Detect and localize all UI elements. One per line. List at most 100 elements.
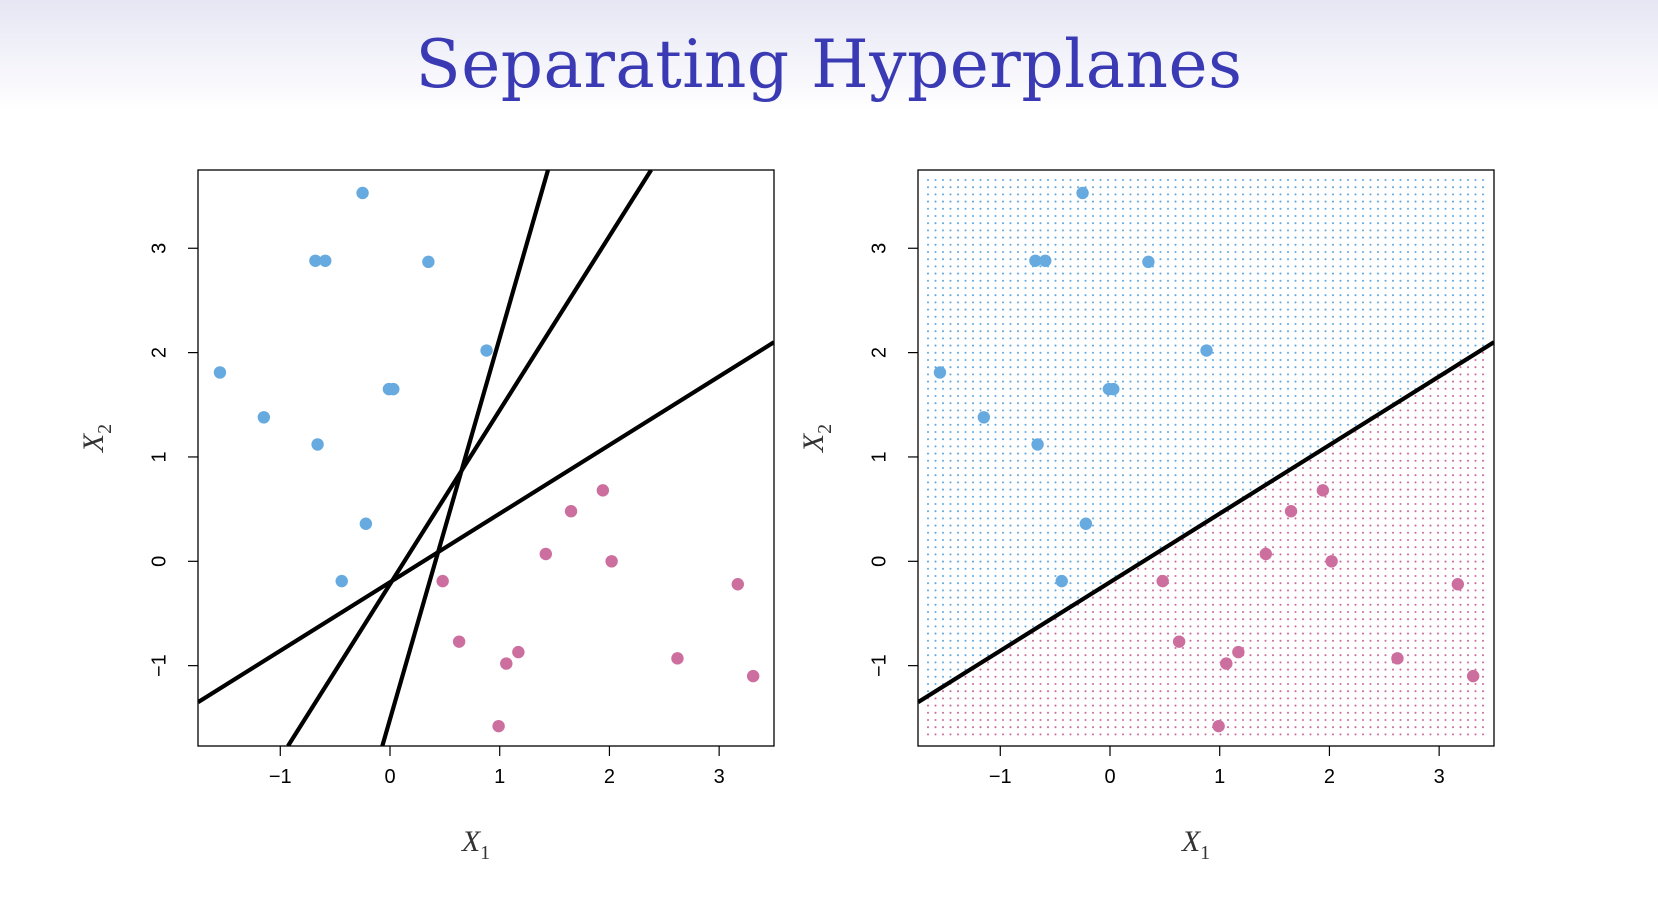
- region-dot: [1136, 387, 1140, 390]
- region-dot: [1339, 495, 1342, 498]
- region-dot: [1069, 502, 1072, 506]
- region-dot: [1294, 517, 1297, 520]
- region-dot: [1294, 337, 1297, 340]
- region-dot: [1181, 315, 1185, 318]
- region-dot: [1196, 351, 1200, 354]
- region-dot: [1429, 524, 1432, 527]
- region-dot: [1451, 517, 1455, 520]
- region-dot: [979, 582, 982, 585]
- region-dot: [1361, 258, 1365, 261]
- region-dot: [1189, 560, 1192, 563]
- region-dot: [1121, 603, 1125, 606]
- region-dot: [994, 344, 997, 347]
- region-dot: [1189, 481, 1192, 484]
- region-dot: [1309, 387, 1312, 390]
- region-dot: [1099, 322, 1102, 326]
- region-dot: [1054, 366, 1057, 369]
- region-dot: [1076, 178, 1080, 182]
- region-dot: [1211, 596, 1215, 599]
- region-dot: [1406, 250, 1410, 254]
- region-dot: [1301, 445, 1305, 448]
- region-dot: [1159, 207, 1162, 210]
- region-dot: [1406, 438, 1410, 441]
- region-dot: [1361, 387, 1365, 390]
- region-dot: [1106, 322, 1110, 326]
- region-dot: [956, 243, 960, 246]
- region-dot: [1474, 459, 1477, 462]
- region-dot: [1016, 294, 1020, 297]
- region-dot: [1174, 466, 1177, 470]
- region-dot: [1226, 250, 1230, 254]
- region-dot: [1024, 553, 1027, 556]
- region-dot: [941, 445, 945, 448]
- region-dot: [1376, 265, 1380, 268]
- region-dot: [1106, 178, 1110, 182]
- region-dot: [1249, 380, 1252, 383]
- region-dot: [1091, 301, 1095, 304]
- region-dot: [934, 560, 937, 563]
- region-dot: [1481, 538, 1485, 542]
- region-dot: [1226, 445, 1230, 448]
- region-dot: [1054, 344, 1057, 347]
- region-dot: [1436, 625, 1440, 628]
- region-dot: [1084, 214, 1087, 218]
- region-dot: [1091, 445, 1095, 448]
- region-dot: [1324, 589, 1327, 592]
- region-dot: [1069, 178, 1072, 182]
- region-dot: [1376, 553, 1380, 556]
- region-dot: [1339, 330, 1342, 333]
- region-dot: [1264, 438, 1267, 441]
- region-dot: [1331, 315, 1335, 318]
- region-dot: [1001, 402, 1005, 405]
- region-dot: [1249, 438, 1252, 441]
- region-dot: [1391, 294, 1395, 297]
- region-dot: [1256, 272, 1260, 275]
- region-dot: [1091, 315, 1095, 318]
- region-dot: [1264, 524, 1267, 527]
- region-dot: [934, 344, 937, 347]
- region-dot: [1354, 510, 1357, 513]
- region-dot: [1399, 279, 1402, 282]
- region-dot: [1099, 632, 1102, 635]
- region-dot: [986, 481, 990, 484]
- region-dot: [1444, 308, 1447, 311]
- region-dot: [949, 646, 952, 650]
- region-dot: [1421, 546, 1425, 549]
- region-dot: [1001, 322, 1005, 326]
- region-dot: [1076, 330, 1080, 333]
- region-dot: [1241, 546, 1245, 549]
- region-dot: [1234, 495, 1237, 498]
- region-dot: [1249, 538, 1252, 542]
- region-dot: [1249, 452, 1252, 455]
- region-dot: [949, 402, 952, 405]
- region-dot: [1256, 358, 1260, 362]
- region-dot: [1324, 409, 1327, 412]
- region-dot: [1009, 186, 1012, 189]
- region-dot: [1129, 618, 1132, 621]
- region-dot: [926, 423, 930, 426]
- region-dot: [1406, 178, 1410, 182]
- region-dot: [1376, 546, 1380, 549]
- region-dot: [956, 416, 960, 419]
- region-dot: [1264, 301, 1267, 304]
- point-pink: [564, 505, 578, 518]
- region-dot: [926, 538, 930, 542]
- region-dot: [1421, 459, 1425, 462]
- region-dot: [964, 236, 967, 239]
- region-dot: [1061, 344, 1065, 347]
- region-dot: [1339, 639, 1342, 642]
- region-dot: [1121, 387, 1125, 390]
- region-dot: [1466, 632, 1470, 635]
- region-dot: [1024, 394, 1027, 398]
- region-dot: [1339, 279, 1342, 282]
- region-dot: [1084, 488, 1087, 491]
- region-dot: [1211, 193, 1215, 196]
- region-dot: [1369, 546, 1372, 549]
- region-dot: [949, 567, 952, 570]
- region-dot: [1271, 596, 1275, 599]
- region-dot: [1031, 272, 1035, 275]
- region-dot: [1129, 186, 1132, 189]
- region-dot: [1174, 330, 1177, 333]
- region-dot: [1166, 416, 1170, 419]
- region-dot: [1061, 524, 1065, 527]
